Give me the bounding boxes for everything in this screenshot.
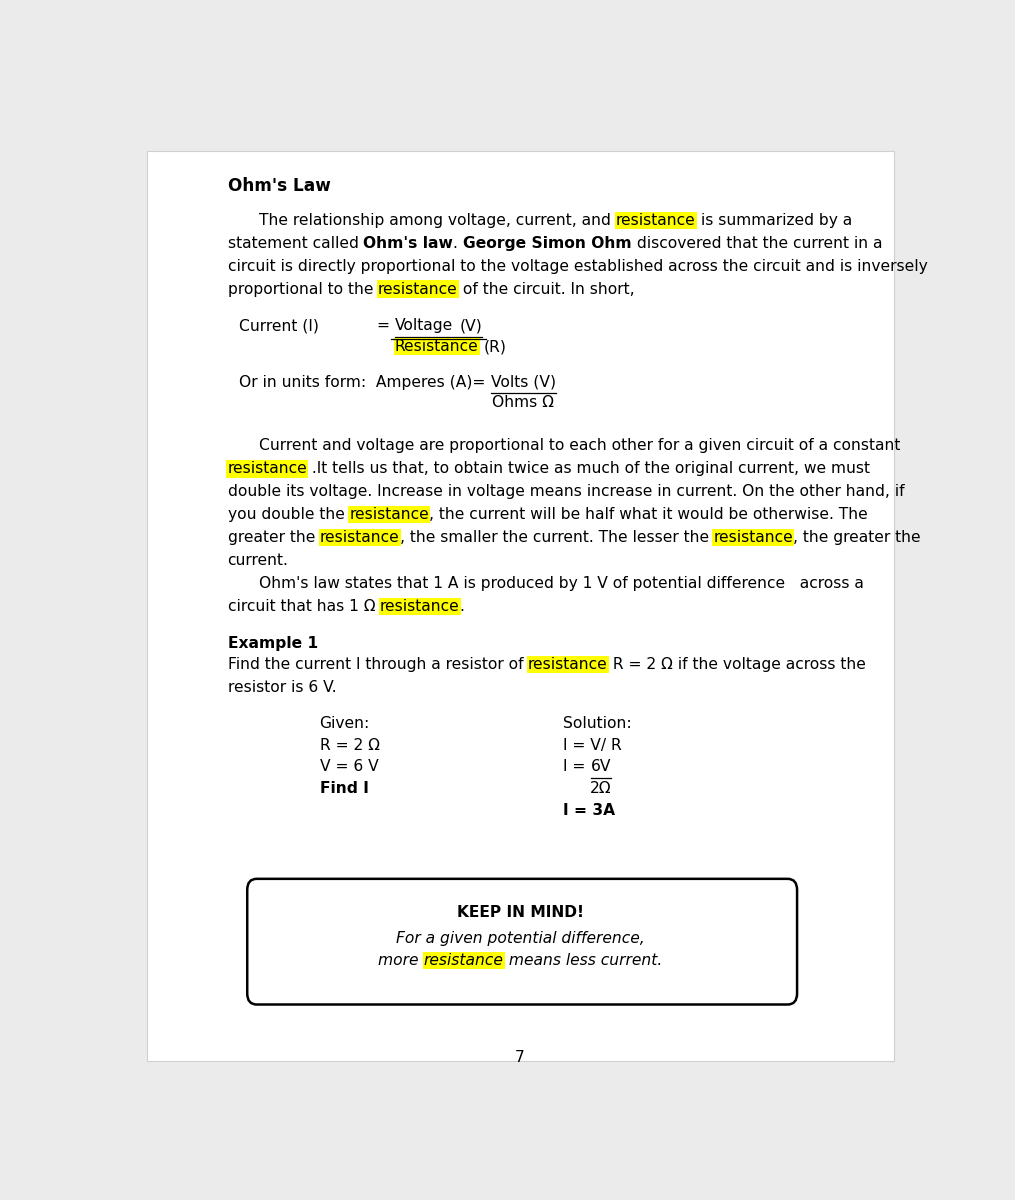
Text: The relationship among voltage, current, and: The relationship among voltage, current,… bbox=[259, 212, 616, 228]
Text: I = 3A: I = 3A bbox=[563, 803, 615, 818]
Text: Ohm's law states that 1 A is produced by 1 V of potential difference   across a: Ohm's law states that 1 A is produced by… bbox=[259, 576, 864, 590]
Text: resistance: resistance bbox=[380, 599, 460, 614]
Text: double its voltage. Increase in voltage means increase in current. On the other : double its voltage. Increase in voltage … bbox=[227, 485, 904, 499]
Text: Ohm's law: Ohm's law bbox=[363, 235, 453, 251]
Text: Ohms Ω: Ohms Ω bbox=[492, 395, 554, 410]
Text: Given:: Given: bbox=[320, 715, 369, 731]
Text: of the circuit. In short,: of the circuit. In short, bbox=[458, 282, 634, 296]
Text: Current and voltage are proportional to each other for a given circuit of a cons: Current and voltage are proportional to … bbox=[259, 438, 900, 454]
Text: resistance: resistance bbox=[349, 508, 429, 522]
Text: resistance: resistance bbox=[528, 658, 608, 672]
Text: .: . bbox=[453, 235, 463, 251]
Text: resistance: resistance bbox=[424, 953, 503, 968]
Text: resistance: resistance bbox=[320, 530, 400, 545]
Text: , the smaller the current. The lesser the: , the smaller the current. The lesser th… bbox=[400, 530, 714, 545]
Text: resistance: resistance bbox=[714, 530, 794, 545]
Text: V = 6 V: V = 6 V bbox=[320, 760, 379, 774]
Text: current.: current. bbox=[227, 553, 288, 568]
Text: 7: 7 bbox=[516, 1050, 525, 1064]
Text: I = V/ R: I = V/ R bbox=[563, 738, 622, 752]
Text: greater the: greater the bbox=[227, 530, 320, 545]
Text: Resistance: Resistance bbox=[395, 340, 479, 354]
Text: I =: I = bbox=[563, 760, 591, 774]
Text: means less current.: means less current. bbox=[503, 953, 662, 968]
Text: Or in units form:  Amperes (A)=: Or in units form: Amperes (A)= bbox=[240, 374, 490, 390]
Text: Find the current I through a resistor of: Find the current I through a resistor of bbox=[227, 658, 528, 672]
Text: Find I: Find I bbox=[320, 781, 368, 796]
Text: more: more bbox=[379, 953, 424, 968]
Text: circuit is directly proportional to the voltage established across the circuit a: circuit is directly proportional to the … bbox=[227, 259, 928, 274]
Text: Example 1: Example 1 bbox=[227, 636, 318, 650]
Text: (R): (R) bbox=[483, 340, 506, 354]
Text: Current (I): Current (I) bbox=[240, 318, 320, 334]
Text: statement called: statement called bbox=[227, 235, 363, 251]
Text: you double the: you double the bbox=[227, 508, 349, 522]
Text: George Simon Ohm: George Simon Ohm bbox=[463, 235, 631, 251]
Text: =: = bbox=[377, 318, 395, 334]
Text: resistance: resistance bbox=[378, 282, 458, 296]
Text: (V): (V) bbox=[460, 318, 482, 334]
Text: Volts (V): Volts (V) bbox=[490, 374, 555, 390]
Text: 6V: 6V bbox=[591, 760, 611, 774]
Text: circuit that has 1 Ω: circuit that has 1 Ω bbox=[227, 599, 380, 614]
Text: Ohm's Law: Ohm's Law bbox=[227, 178, 331, 196]
FancyBboxPatch shape bbox=[146, 151, 894, 1061]
Text: resistance: resistance bbox=[227, 462, 308, 476]
Text: resistor is 6 V.: resistor is 6 V. bbox=[227, 680, 336, 695]
Text: R = 2 Ω if the voltage across the: R = 2 Ω if the voltage across the bbox=[608, 658, 866, 672]
Text: For a given potential difference,: For a given potential difference, bbox=[396, 931, 645, 946]
Text: .: . bbox=[460, 599, 465, 614]
Text: , the current will be half what it would be otherwise. The: , the current will be half what it would… bbox=[429, 508, 868, 522]
Text: is summarized by a: is summarized by a bbox=[695, 212, 852, 228]
Text: KEEP IN MIND!: KEEP IN MIND! bbox=[457, 905, 584, 919]
Text: , the greater the: , the greater the bbox=[794, 530, 921, 545]
Text: Voltage: Voltage bbox=[395, 318, 453, 334]
Text: .It tells us that, to obtain twice as much of the original current, we must: .It tells us that, to obtain twice as mu… bbox=[308, 462, 870, 476]
Text: resistance: resistance bbox=[616, 212, 695, 228]
Text: discovered that the current in a: discovered that the current in a bbox=[631, 235, 882, 251]
Text: proportional to the: proportional to the bbox=[227, 282, 378, 296]
Text: R = 2 Ω: R = 2 Ω bbox=[320, 738, 380, 752]
Text: 2Ω: 2Ω bbox=[590, 781, 612, 796]
Text: Solution:: Solution: bbox=[563, 715, 632, 731]
FancyBboxPatch shape bbox=[248, 878, 797, 1004]
